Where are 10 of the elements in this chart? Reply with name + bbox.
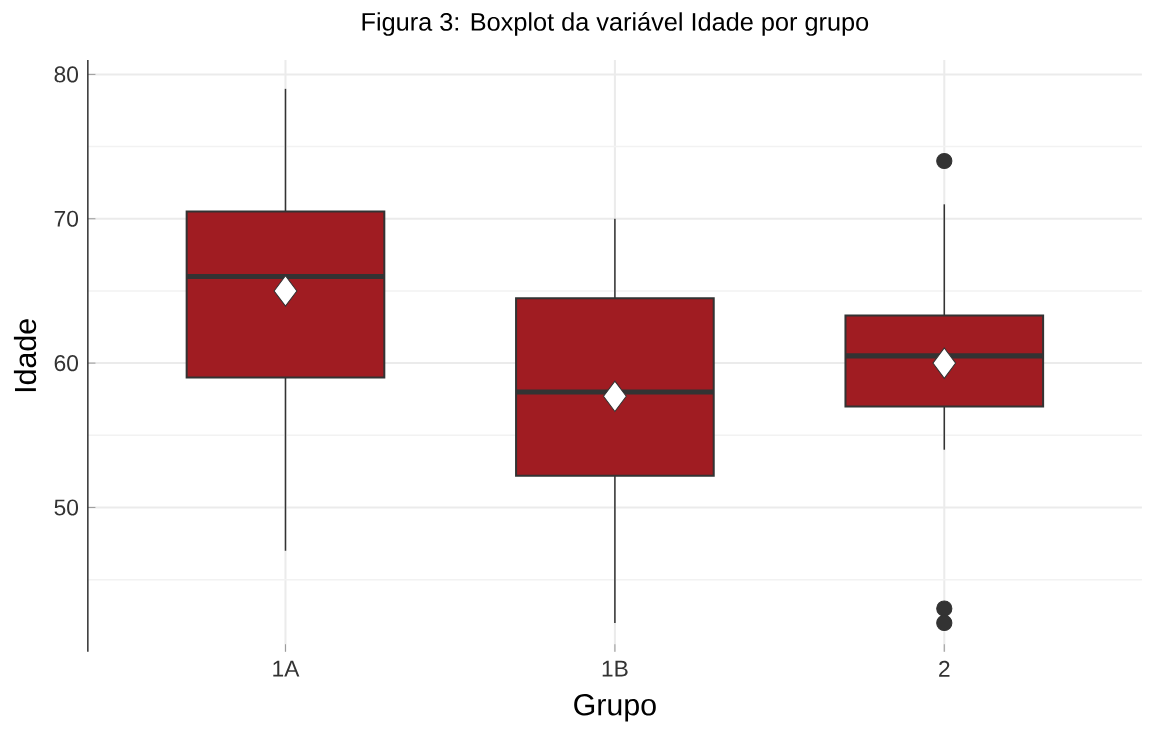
y-tick-label: 60 (54, 355, 79, 372)
x-tick-label: 1A (273, 660, 300, 677)
x-tick-label: 1B (602, 660, 628, 677)
x-tick-label: 2 (939, 660, 950, 677)
y-tick-label: 50 (54, 499, 79, 516)
y-tick-label: 70 (54, 210, 79, 227)
chart-title: Figura 3: Boxplot da variável Idade por grupo (362, 11, 869, 36)
y-axis-title: Idade (13, 319, 37, 392)
x-axis-title: Grupo (574, 694, 656, 722)
y-tick-label: 80 (54, 66, 79, 83)
